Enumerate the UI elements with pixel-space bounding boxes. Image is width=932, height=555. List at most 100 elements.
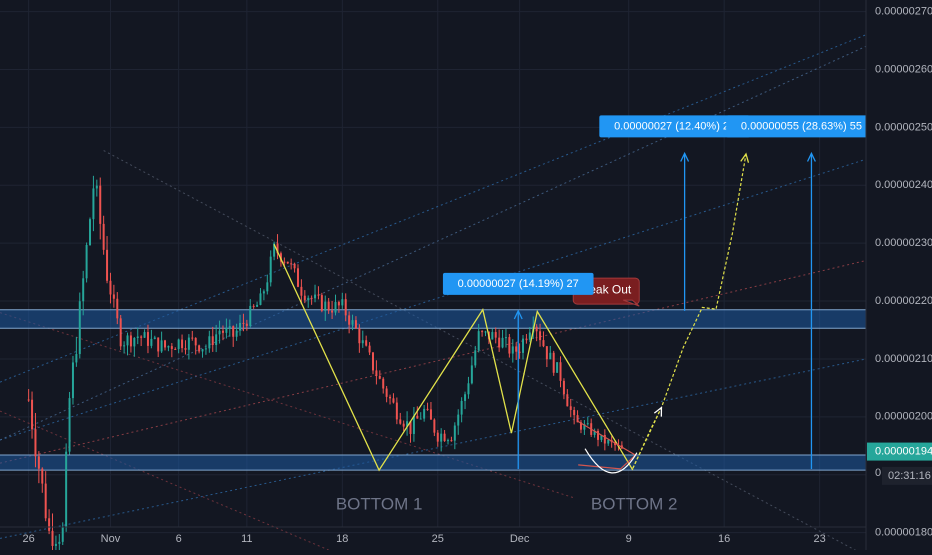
projection-secondary-arrow-head [653,406,663,417]
candle-body [368,345,371,353]
candle-body [146,332,149,346]
time-tick-label: 6 [176,533,182,545]
time-tick-label: Dec [510,533,530,545]
candle-body [235,330,238,337]
candle-body [174,348,177,350]
candle-body [259,293,262,305]
candle-body [310,297,313,299]
candle-body [522,338,525,353]
candle-body [290,263,293,265]
candle-body [494,332,497,338]
candle-body [504,337,507,339]
measure-arrow-head [806,151,816,162]
candle-body [296,268,299,287]
time-tick-label: Nov [101,533,121,545]
candle-body [160,340,163,352]
price-tick-label: 0.00000180 [875,527,932,539]
candle-body [92,188,95,220]
candle-body [136,336,139,338]
price-tick-label: 0.00000250 [875,121,932,133]
candle-body [423,408,426,419]
current-price-tag[interactable] [867,442,932,461]
candle-body [276,243,279,254]
price-zones[interactable] [0,309,866,471]
candle-body [65,451,68,528]
candle-body [371,352,374,371]
candle-body [61,527,64,542]
measurements[interactable]: 0.00000027 (14.19%) 27 0.00000027 (12.40%… [442,115,877,469]
candle-body [559,362,562,381]
pattern-label: BOTTOM 2 [591,494,678,513]
measure-label-box[interactable] [599,115,750,138]
candle-body [395,402,398,420]
candle-body [501,337,504,348]
candle-body [429,409,432,420]
candle-body [443,433,446,442]
measure-label-box[interactable] [726,115,877,138]
candle-body [143,332,146,338]
candle-body [181,339,184,349]
resistance-zone[interactable] [0,309,866,329]
candle-body [249,305,252,326]
price-tick-label: 0.00000230 [875,237,932,249]
candle-body [597,430,600,440]
candle-body [518,351,521,353]
candle-body [266,282,269,292]
candle-body [436,432,439,442]
candle-body [71,362,74,399]
candle-body [586,423,589,425]
candle-body [406,421,409,427]
candlesticks [27,175,623,555]
candle-body [361,340,364,344]
candle-body [177,339,180,350]
candle-body [399,419,402,424]
candle-body [279,253,282,262]
candle-body [600,434,603,440]
measure-label: 0.00000027 (14.19%) 27 [458,278,579,290]
time-tick-label: 18 [336,533,348,545]
candle-body [324,301,327,311]
pattern-double-bottom[interactable] [273,244,634,472]
candle-body [256,304,259,307]
candle-body [123,345,126,347]
support-zone[interactable] [0,455,866,471]
channel-upper-inner [0,158,867,441]
candle-body [433,419,436,433]
candle-body [286,261,289,264]
grid [0,0,866,534]
candle-body [470,365,473,384]
candle-body [607,440,610,444]
time-axis[interactable]: 26 Nov 6 11 18 25 Dec 9 16 23 [0,526,866,545]
candle-body [562,380,565,395]
channel-outer [0,45,867,441]
measure-label: 0.00000055 (28.63%) 55 [741,120,862,132]
candle-body [409,421,412,434]
candle-body [453,425,456,441]
candle-body [184,348,187,350]
current-price-label: 0.00000194 [875,445,932,457]
candle-body [303,295,306,301]
projection-path-secondary[interactable] [632,407,662,469]
candle-body [99,185,102,224]
candle-body [41,468,44,484]
candle-body [106,249,109,281]
measure-arrow-head [680,151,690,162]
candle-body [198,345,201,352]
candle-body [457,414,460,426]
candle-body [164,340,167,348]
candle-body [269,256,272,283]
candle-body [228,326,231,329]
candle-body [341,299,344,306]
countdown-tag [882,466,932,485]
candle-body [511,346,514,354]
candle-body [498,337,501,348]
price-axis[interactable]: 0.00000270 0.00000260 0.00000250 0.00000240… [865,0,932,550]
candle-body [385,388,388,397]
candle-body [307,297,310,301]
rounding-bottom-arc[interactable] [584,448,638,474]
measure-label-box[interactable] [442,272,594,295]
candle-body [484,331,487,333]
candle-body [603,434,606,444]
